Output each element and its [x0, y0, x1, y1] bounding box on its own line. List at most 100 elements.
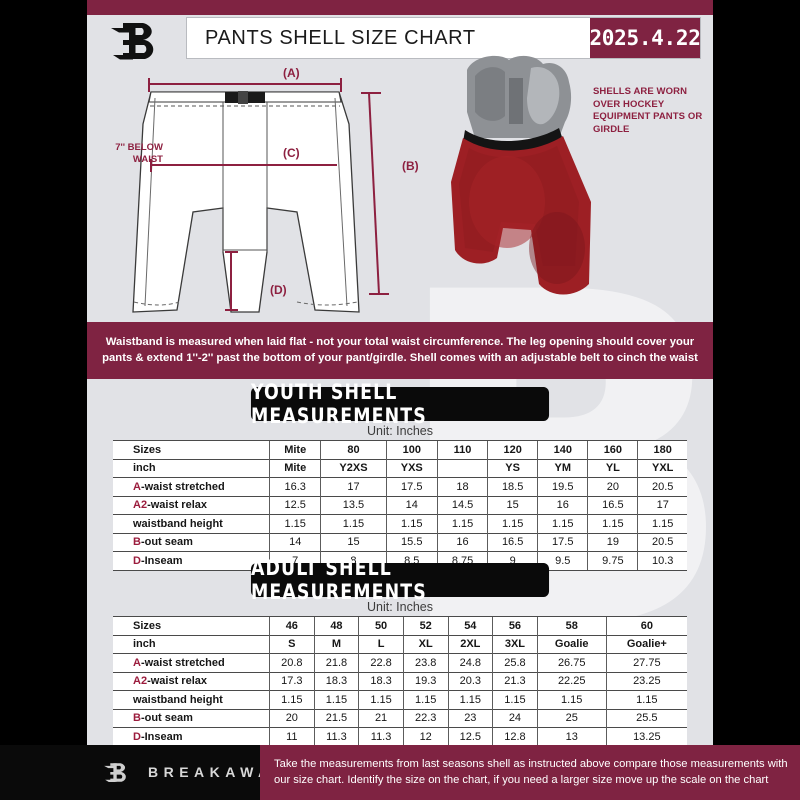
- row-label: A-waist stretched: [113, 653, 270, 672]
- row-label-marker: A2: [133, 675, 148, 688]
- table-cell: 15.5: [385, 532, 438, 552]
- row-label: Sizes: [113, 440, 270, 459]
- table-row: Sizes 46 48 50 52 54 56 58 60: [113, 616, 687, 635]
- table-cell: 1.15: [268, 514, 321, 533]
- table-cell: 14: [268, 532, 321, 552]
- table-row: A-waist stretched 20.8 21.8 22.8 23.8 24.8 25.…: [113, 653, 687, 672]
- table-cell: 16: [537, 495, 588, 515]
- table-cell: 20: [587, 477, 638, 496]
- title-bar: PANTS SHELL SIZE CHART 2025.4.22: [186, 17, 701, 59]
- top-accent-strip: [87, 0, 713, 15]
- youth-unit-label: Unit: Inches: [366, 424, 433, 438]
- table-cell: [436, 458, 488, 478]
- table-cell: 11: [269, 727, 315, 747]
- table-row: inch S M L XL 2XL 3XL Goalie Goalie+: [113, 634, 687, 654]
- table-cell: 22.25: [536, 671, 607, 691]
- photo-annotation: SHELLS ARE WORN OVER HOCKEY EQUIPMENT PA…: [593, 86, 703, 135]
- table-cell: 180: [637, 440, 687, 459]
- row-label: waistband height: [113, 690, 270, 709]
- footer-instructions: Take the measurements from last seasons …: [260, 745, 800, 800]
- table-cell: 14: [385, 495, 438, 515]
- table-cell: 24.8: [447, 653, 493, 672]
- table-cell: 25.8: [492, 653, 538, 672]
- table-cell: 1.15: [637, 514, 687, 533]
- youth-measurements-table: Sizes Mite 80 100 110 120 140 160 180 inch Mite Y2X…: [113, 440, 687, 571]
- table-cell: 3XL: [492, 634, 538, 654]
- table-cell: 13.5: [320, 495, 387, 515]
- table-cell: 1.15: [605, 690, 687, 709]
- dimension-label-b: (B): [402, 159, 419, 173]
- table-cell: 16: [436, 532, 488, 552]
- row-label: B-out seam: [113, 532, 270, 552]
- table-cell: 1.15: [313, 690, 359, 709]
- table-cell: 17.5: [385, 477, 438, 496]
- row-label-marker: D: [133, 554, 141, 567]
- table-row: inch Mite Y2XS YXS YS YM YL YXL: [113, 458, 687, 478]
- table-cell: 13.25: [605, 727, 687, 747]
- table-cell: 24: [492, 708, 538, 728]
- table-cell: 18: [436, 477, 488, 496]
- table-cell: 1.15: [436, 514, 488, 533]
- table-cell: 19: [587, 532, 638, 552]
- table-cell: 16.5: [487, 532, 538, 552]
- table-row: Sizes Mite 80 100 110 120 140 160 180: [113, 440, 687, 459]
- row-label: A2-waist relax: [113, 671, 270, 691]
- adult-unit-label: Unit: Inches: [366, 600, 433, 614]
- table-cell: 1.15: [537, 514, 588, 533]
- row-label-marker: B: [133, 536, 141, 549]
- adult-measurements-table: Sizes 46 48 50 52 54 56 58 60 inch S M L XL 2XL 3XL Goal…: [113, 616, 687, 747]
- table-cell: 26.75: [536, 653, 607, 672]
- table-cell: 19.3: [402, 671, 448, 691]
- row-label: D-Inseam: [113, 727, 270, 747]
- footer: BREAKAWAY Take the measurements from las…: [0, 745, 800, 800]
- table-cell: 23.25: [605, 671, 687, 691]
- table-cell: 1.15: [402, 690, 448, 709]
- table-cell: 48: [313, 616, 359, 635]
- table-cell: 20.3: [447, 671, 493, 691]
- table-cell: YS: [487, 458, 538, 478]
- row-label: waistband height: [113, 514, 270, 533]
- table-cell: YM: [537, 458, 588, 478]
- chart-sheet: B PANTS SHELL SIZE CHART 2025.4.22: [87, 0, 713, 800]
- table-cell: 23: [447, 708, 493, 728]
- table-row: waistband height 1.15 1.15 1.15 1.15 1.15 1.15…: [113, 690, 687, 709]
- row-label-marker: A: [133, 656, 141, 669]
- table-cell: 46: [269, 616, 315, 635]
- table-cell: 12.5: [268, 495, 321, 515]
- row-label-marker: D: [133, 730, 141, 743]
- table-cell: 2XL: [447, 634, 493, 654]
- table-cell: 50: [358, 616, 404, 635]
- table-cell: 21.5: [313, 708, 359, 728]
- table-cell: 9.75: [587, 551, 638, 571]
- table-cell: 21: [358, 708, 404, 728]
- row-label: inch: [113, 458, 270, 478]
- table-cell: 14.5: [436, 495, 488, 515]
- row-label-marker: B: [133, 712, 141, 725]
- table-cell: Goalie: [536, 634, 607, 654]
- table-cell: 25: [536, 708, 607, 728]
- table-row: A2-waist relax 12.5 13.5 14 14.5 15 16 16.5 17: [113, 495, 687, 515]
- row-label: Sizes: [113, 616, 270, 635]
- table-cell: 11.3: [358, 727, 404, 747]
- table-cell: 100: [385, 440, 438, 459]
- page-title: PANTS SHELL SIZE CHART: [205, 26, 476, 49]
- table-cell: YXL: [637, 458, 687, 478]
- table-cell: 16.3: [268, 477, 321, 496]
- header: PANTS SHELL SIZE CHART 2025.4.22: [87, 15, 713, 63]
- table-cell: 80: [320, 440, 387, 459]
- table-cell: 17: [320, 477, 387, 496]
- table-cell: 1.15: [587, 514, 638, 533]
- table-cell: 60: [605, 616, 687, 635]
- table-cell: 17: [637, 495, 687, 515]
- table-cell: YXS: [385, 458, 438, 478]
- dimension-label-d: (D): [270, 283, 287, 297]
- row-label: A-waist stretched: [113, 477, 270, 496]
- table-cell: 11.3: [313, 727, 359, 747]
- table-cell: 19.5: [537, 477, 588, 496]
- shorts-technical-diagram: [132, 78, 389, 313]
- table-cell: 18.3: [313, 671, 359, 691]
- table-cell: 12.8: [492, 727, 538, 747]
- table-cell: 20: [269, 708, 315, 728]
- table-cell: 12: [402, 727, 448, 747]
